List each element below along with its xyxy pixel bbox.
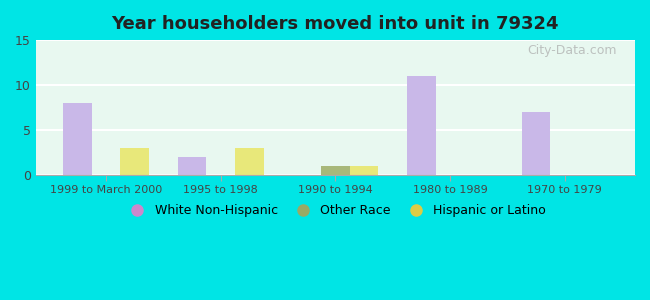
Title: Year householders moved into unit in 79324: Year householders moved into unit in 793… bbox=[112, 15, 559, 33]
Bar bbox=[120, 148, 149, 175]
Bar bbox=[350, 166, 378, 175]
Bar bbox=[522, 112, 551, 175]
Legend: White Non-Hispanic, Other Race, Hispanic or Latino: White Non-Hispanic, Other Race, Hispanic… bbox=[120, 200, 551, 223]
Bar bbox=[235, 148, 264, 175]
Text: City-Data.com: City-Data.com bbox=[528, 44, 617, 57]
Bar bbox=[321, 166, 350, 175]
Bar bbox=[407, 76, 436, 175]
Bar bbox=[63, 103, 92, 175]
Bar bbox=[177, 157, 206, 175]
